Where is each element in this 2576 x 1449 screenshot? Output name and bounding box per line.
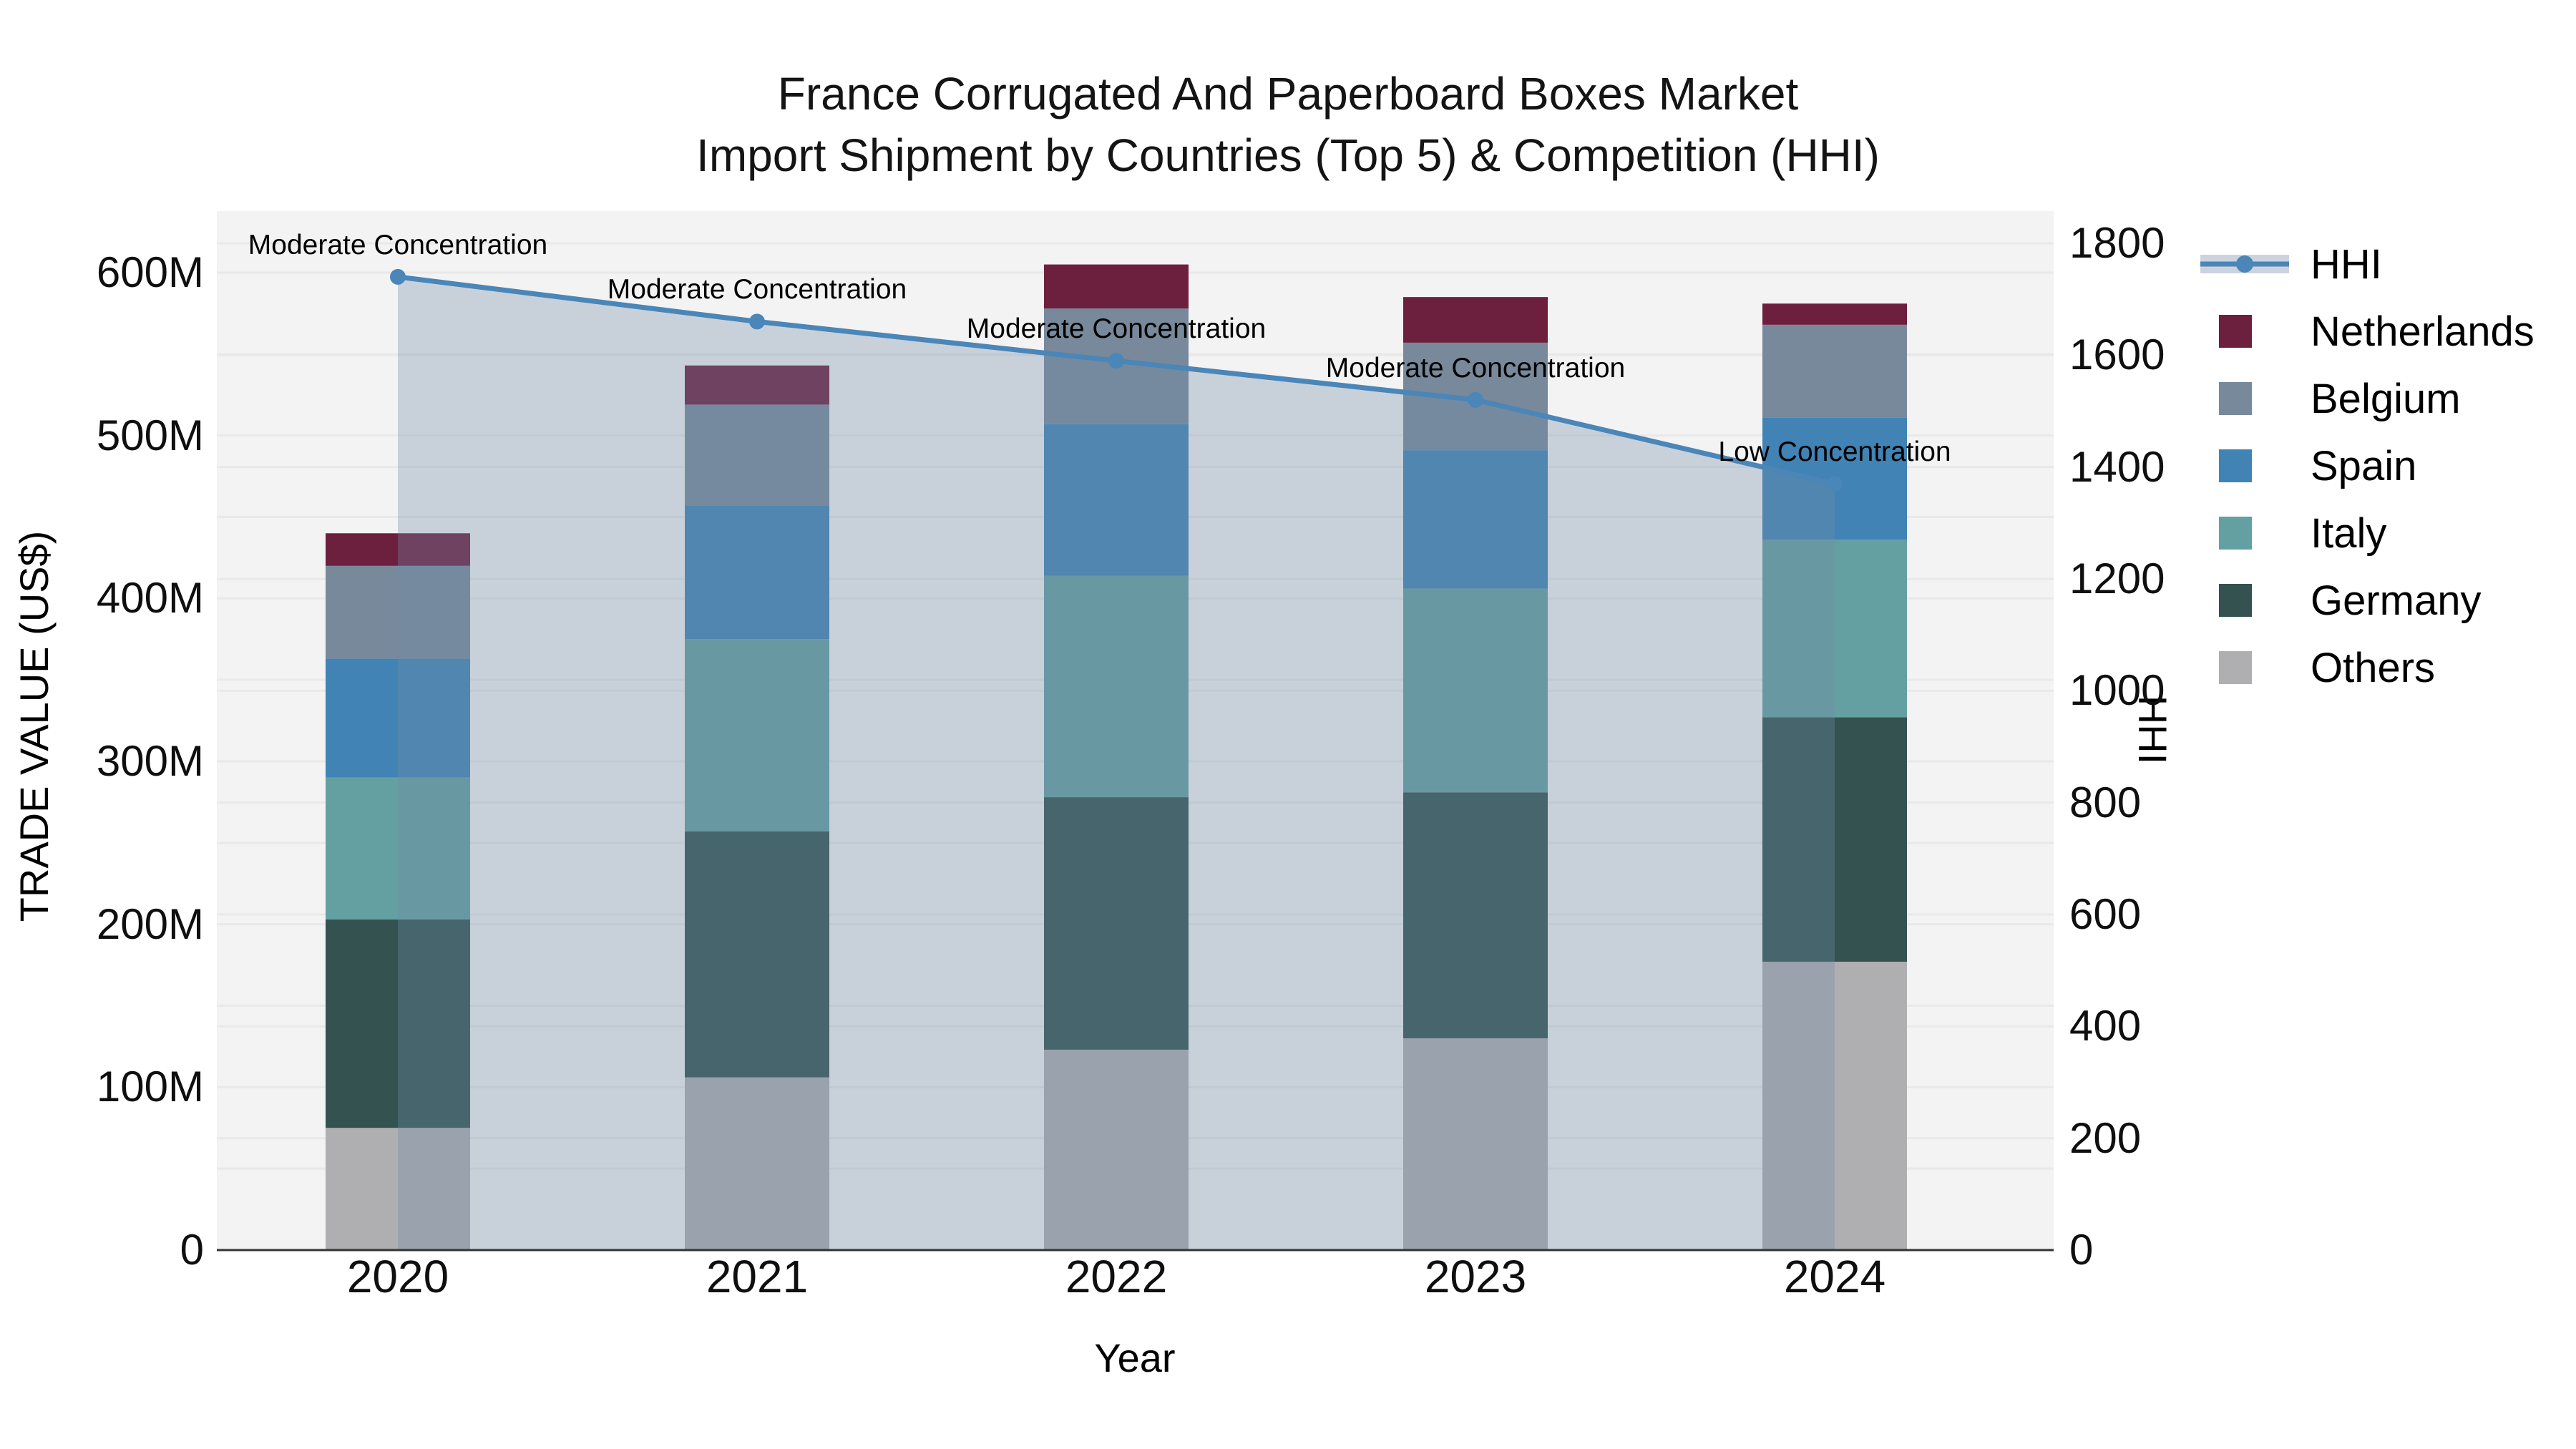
right-axis-tick-label: 600 [2069, 890, 2142, 938]
bar-segment-others-2024 [1762, 962, 1907, 1250]
hhi-annotation: Moderate Concentration [966, 313, 1267, 345]
bar-segment-italy-2021 [685, 639, 829, 831]
color-swatch-icon [2200, 382, 2289, 415]
right-axis-tick-label: 400 [2069, 1002, 2142, 1050]
left-axis-tick-label: 300M [96, 737, 204, 785]
bar-segment-netherlands-2023 [1403, 297, 1548, 343]
hhi-marker [390, 268, 406, 285]
right-axis-tick-label: 1200 [2069, 555, 2165, 602]
bar-segment-germany-2023 [1403, 792, 1548, 1039]
x-axis-tick-label: 2020 [346, 1251, 449, 1302]
legend-label: Netherlands [2311, 308, 2534, 355]
hhi-area-fill [398, 276, 1835, 1250]
bar-segment-germany-2020 [326, 919, 470, 1128]
legend-label: Germany [2311, 577, 2482, 624]
bar-segment-netherlands-2024 [1762, 303, 1907, 325]
x-axis-title: Year [1094, 1335, 1176, 1380]
legend-item-italy: Italy [2200, 499, 2534, 567]
left-axis-tick-label: 500M [96, 411, 204, 459]
left-axis-tick-label: 400M [96, 574, 204, 623]
legend-label: Italy [2311, 509, 2387, 557]
hhi-marker [1108, 353, 1124, 369]
legend-swatch [2219, 584, 2252, 617]
hhi-marker [1827, 476, 1843, 492]
legend-label: Spain [2311, 442, 2417, 489]
bar-segment-others-2023 [1403, 1038, 1548, 1250]
legend-swatch [2219, 517, 2252, 550]
bar-segment-italy-2022 [1044, 575, 1189, 798]
legend-item-germany: Germany [2200, 567, 2534, 634]
right-axis-tick-label: 800 [2069, 778, 2142, 826]
bar-segment-germany-2022 [1044, 797, 1189, 1050]
color-swatch-icon [2200, 449, 2289, 482]
x-axis-tick-label: 2023 [1424, 1251, 1527, 1302]
bar-segment-spain-2023 [1403, 450, 1548, 589]
color-swatch-icon [2200, 315, 2289, 348]
hhi-annotation: Moderate Concentration [607, 274, 907, 306]
hhi-marker [1468, 391, 1483, 408]
legend-item-others: Others [2200, 634, 2534, 701]
bar-segment-netherlands-2022 [1044, 264, 1189, 309]
legend-label: HHI [2311, 240, 2382, 288]
bar-segment-italy-2024 [1762, 540, 1907, 718]
bar-segment-spain-2020 [326, 658, 470, 778]
bar-segment-germany-2024 [1762, 717, 1907, 962]
bar-segment-netherlands-2020 [326, 533, 470, 566]
right-axis-tick-label: 1800 [2069, 219, 2165, 267]
chart-title-line2: Import Shipment by Countries (Top 5) & C… [696, 130, 1880, 181]
right-axis-tick-label: 0 [2069, 1226, 2094, 1274]
legend: HHI Netherlands Belgium Spain Italy Germany Ot… [2200, 230, 2534, 701]
bar-segment-others-2020 [326, 1128, 470, 1250]
hhi-line-icon [2200, 248, 2289, 280]
hhi-marker [749, 313, 765, 330]
bar-segment-spain-2022 [1044, 424, 1189, 576]
left-axis-tick-label: 600M [96, 248, 204, 296]
bar-segment-germany-2021 [685, 831, 829, 1078]
left-axis-tick-label: 200M [96, 899, 204, 948]
hhi-annotation: Moderate Concentration [248, 229, 548, 260]
right-axis-tick-label: 1400 [2069, 442, 2165, 491]
x-axis-tick-label: 2021 [706, 1251, 809, 1302]
hhi-legend-symbol [2200, 255, 2289, 273]
chart-title-line1: France Corrugated And Paperboard Boxes M… [777, 68, 1799, 119]
bar-segment-belgium-2020 [326, 565, 470, 659]
chart-title: France Corrugated And Paperboard Boxes M… [0, 63, 2576, 186]
legend-item-hhi: HHI [2200, 230, 2534, 298]
left-axis-tick-label: 100M [96, 1063, 204, 1111]
bar-segment-belgium-2024 [1762, 324, 1907, 418]
bar-segment-italy-2020 [326, 777, 470, 919]
legend-item-netherlands: Netherlands [2200, 298, 2534, 365]
left-axis-tick-label: 0 [180, 1226, 204, 1274]
hhi-annotation: Moderate Concentration [1325, 352, 1626, 384]
bar-segment-spain-2021 [685, 505, 829, 640]
legend-label: Others [2311, 644, 2436, 691]
x-axis-tick-label: 2022 [1065, 1251, 1168, 1302]
hhi-annotation: Low Concentration [1718, 436, 1951, 468]
legend-item-spain: Spain [2200, 432, 2534, 499]
right-axis-tick-label: 1600 [2069, 331, 2165, 379]
bar-segment-netherlands-2021 [685, 365, 829, 405]
bar-segment-italy-2023 [1403, 588, 1548, 793]
right-axis-tick-label: 200 [2069, 1113, 2142, 1162]
color-swatch-icon [2200, 584, 2289, 617]
bar-segment-others-2021 [685, 1077, 829, 1250]
legend-swatch [2219, 449, 2252, 482]
legend-swatch [2219, 315, 2252, 348]
legend-label: Belgium [2311, 375, 2461, 422]
color-swatch-icon [2200, 517, 2289, 550]
right-axis-tick-label: 1000 [2069, 666, 2165, 715]
color-swatch-icon [2200, 651, 2289, 684]
bar-segment-belgium-2021 [685, 404, 829, 506]
bar-segment-others-2022 [1044, 1049, 1189, 1250]
legend-swatch [2219, 651, 2252, 684]
x-axis-tick-label: 2024 [1783, 1251, 1886, 1302]
legend-item-belgium: Belgium [2200, 365, 2534, 432]
legend-swatch [2219, 382, 2252, 415]
